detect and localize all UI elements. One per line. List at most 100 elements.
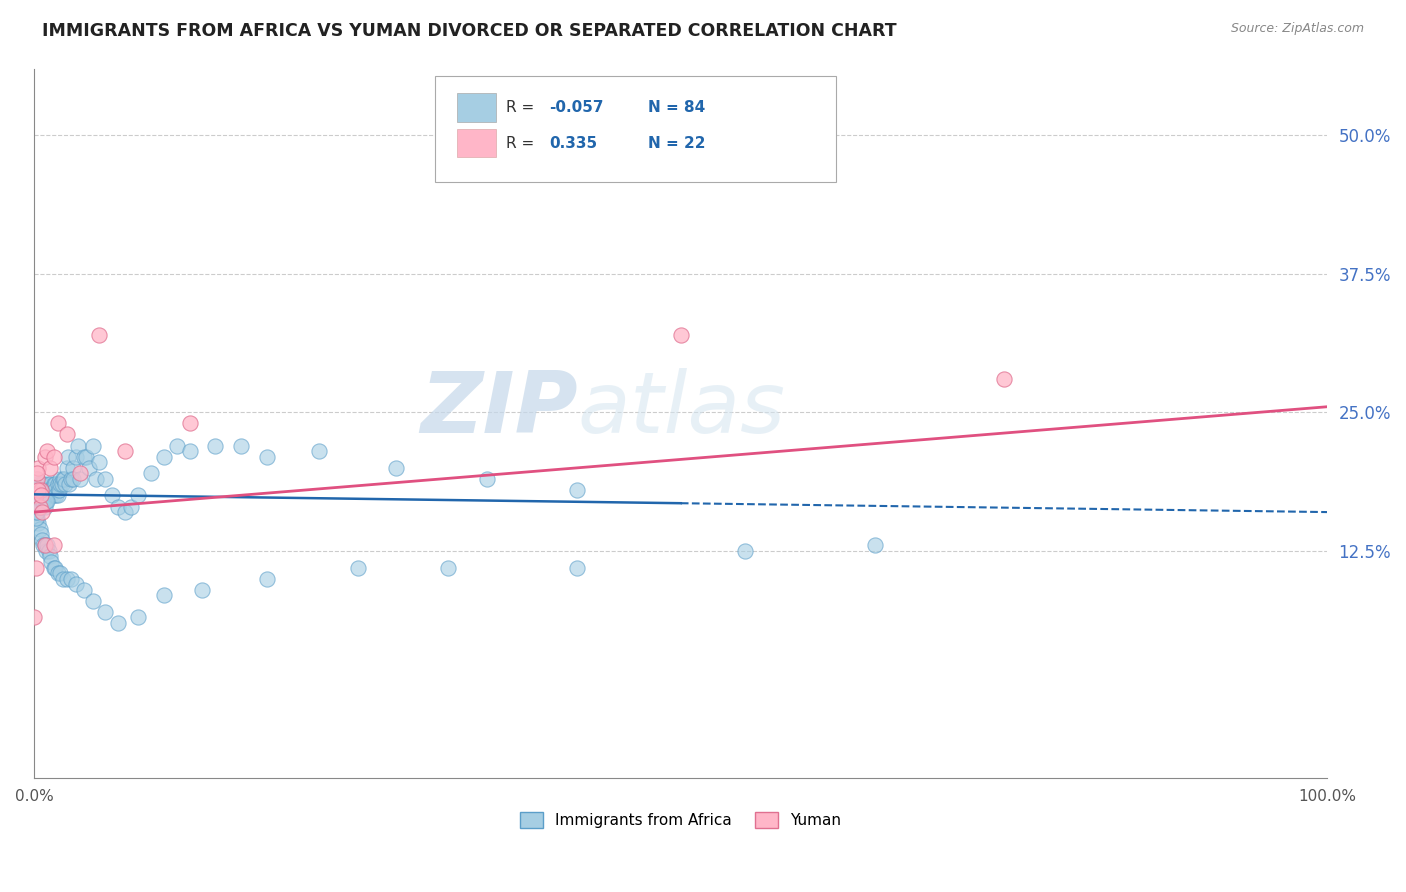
Point [31, 477, 53, 491]
Point [28, 494, 51, 508]
Point [30, 494, 52, 508]
Point [31, 494, 53, 508]
Point [35, 544, 58, 558]
Point [37, 444, 59, 458]
Point [31, 505, 53, 519]
Point [734, 544, 756, 558]
Point [49, 566, 72, 580]
Point [166, 438, 188, 452]
Text: Source: ZipAtlas.com: Source: ZipAtlas.com [1230, 22, 1364, 36]
Point [45, 488, 67, 502]
Text: R =: R = [506, 136, 540, 151]
Point [65, 577, 87, 591]
Text: R =: R = [506, 100, 540, 115]
Text: -0.057: -0.057 [548, 100, 603, 115]
Point [62, 460, 84, 475]
Point [24, 505, 46, 519]
Point [863, 538, 886, 552]
Point [30, 500, 52, 514]
Point [127, 488, 149, 502]
Point [28, 488, 51, 502]
Point [25, 500, 48, 514]
Point [27, 460, 49, 475]
Text: N = 22: N = 22 [648, 136, 706, 151]
Point [86, 472, 108, 486]
Point [55, 427, 77, 442]
Point [25, 472, 48, 486]
Point [28, 500, 51, 514]
Point [55, 460, 77, 475]
Point [56, 450, 79, 464]
Point [25, 505, 48, 519]
Point [30, 494, 52, 508]
Point [34, 538, 56, 552]
Point [27, 516, 49, 531]
Point [24, 510, 46, 524]
FancyBboxPatch shape [457, 128, 496, 157]
Point [52, 472, 75, 486]
Point [25, 483, 48, 497]
Point [38, 488, 60, 502]
Point [53, 472, 76, 486]
Point [52, 572, 75, 586]
Point [94, 605, 117, 619]
Point [51, 477, 73, 491]
Point [475, 472, 498, 486]
Point [39, 488, 62, 502]
Point [37, 483, 59, 497]
Point [65, 450, 87, 464]
Point [34, 483, 56, 497]
Point [24, 500, 46, 514]
Point [204, 438, 226, 452]
Point [24, 483, 46, 497]
Point [62, 472, 84, 486]
Point [67, 438, 90, 452]
Point [37, 494, 59, 508]
Point [25, 488, 48, 502]
Point [32, 488, 55, 502]
Point [39, 555, 62, 569]
Point [27, 488, 49, 502]
Point [94, 472, 117, 486]
Legend: Immigrants from Africa, Yuman: Immigrants from Africa, Yuman [515, 806, 848, 834]
Point [24, 505, 46, 519]
Point [32, 477, 55, 491]
Point [46, 488, 69, 502]
Point [44, 477, 66, 491]
Point [87, 327, 110, 342]
Point [49, 472, 72, 486]
Point [38, 483, 60, 497]
Point [46, 417, 69, 431]
Point [38, 477, 60, 491]
Point [24, 488, 46, 502]
Point [120, 500, 142, 514]
Point [152, 450, 174, 464]
Point [22, 488, 45, 502]
Point [24, 494, 46, 508]
Point [39, 483, 62, 497]
Point [191, 582, 214, 597]
Point [34, 494, 56, 508]
Text: N = 84: N = 84 [648, 100, 706, 115]
Text: IMMIGRANTS FROM AFRICA VS YUMAN DIVORCED OR SEPARATED CORRELATION CHART: IMMIGRANTS FROM AFRICA VS YUMAN DIVORCED… [42, 22, 897, 40]
Text: 0.335: 0.335 [548, 136, 598, 151]
Point [42, 560, 65, 574]
Point [27, 494, 49, 508]
Point [46, 477, 69, 491]
Point [69, 472, 91, 486]
Point [25, 472, 48, 486]
Point [256, 572, 278, 586]
Point [27, 488, 49, 502]
Point [152, 588, 174, 602]
Text: ZIP: ZIP [420, 368, 578, 450]
Point [87, 455, 110, 469]
Point [25, 488, 48, 502]
Point [31, 533, 53, 547]
Point [32, 494, 55, 508]
FancyBboxPatch shape [457, 94, 496, 121]
Point [30, 488, 52, 502]
Point [22, 610, 45, 624]
Point [24, 560, 46, 574]
Point [34, 450, 56, 464]
Point [59, 472, 82, 486]
